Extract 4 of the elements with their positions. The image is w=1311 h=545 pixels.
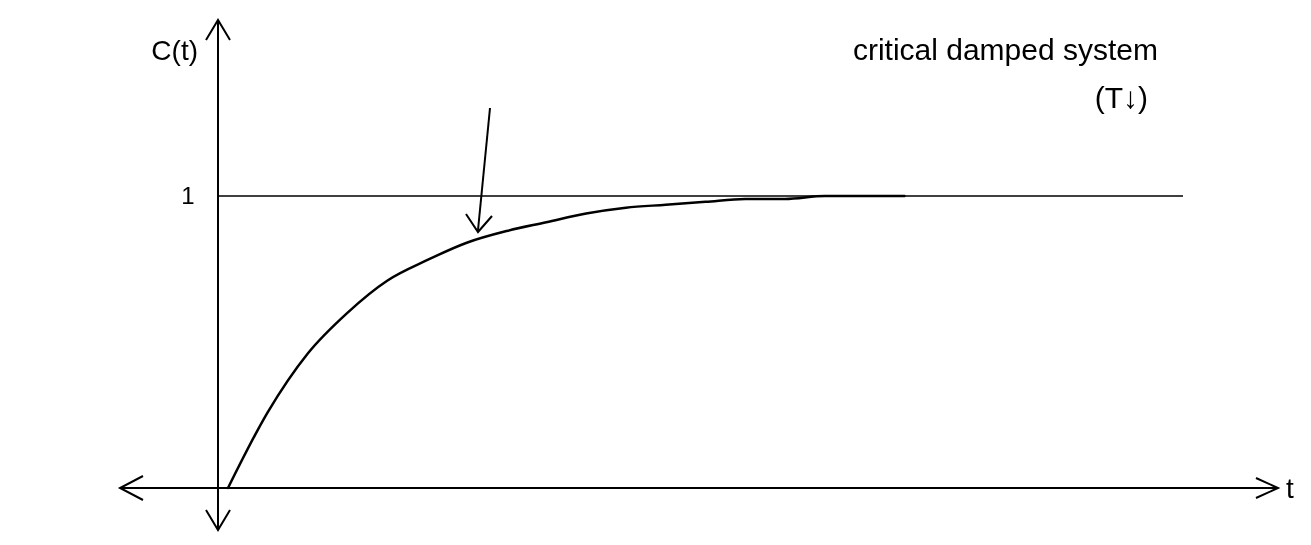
text: critical damped system (T↓)	[852, 33, 1158, 114]
y-axis-title: C(t)	[151, 35, 198, 66]
ref-line-label: 1	[181, 182, 195, 209]
x-axis-title: t	[1286, 473, 1294, 504]
